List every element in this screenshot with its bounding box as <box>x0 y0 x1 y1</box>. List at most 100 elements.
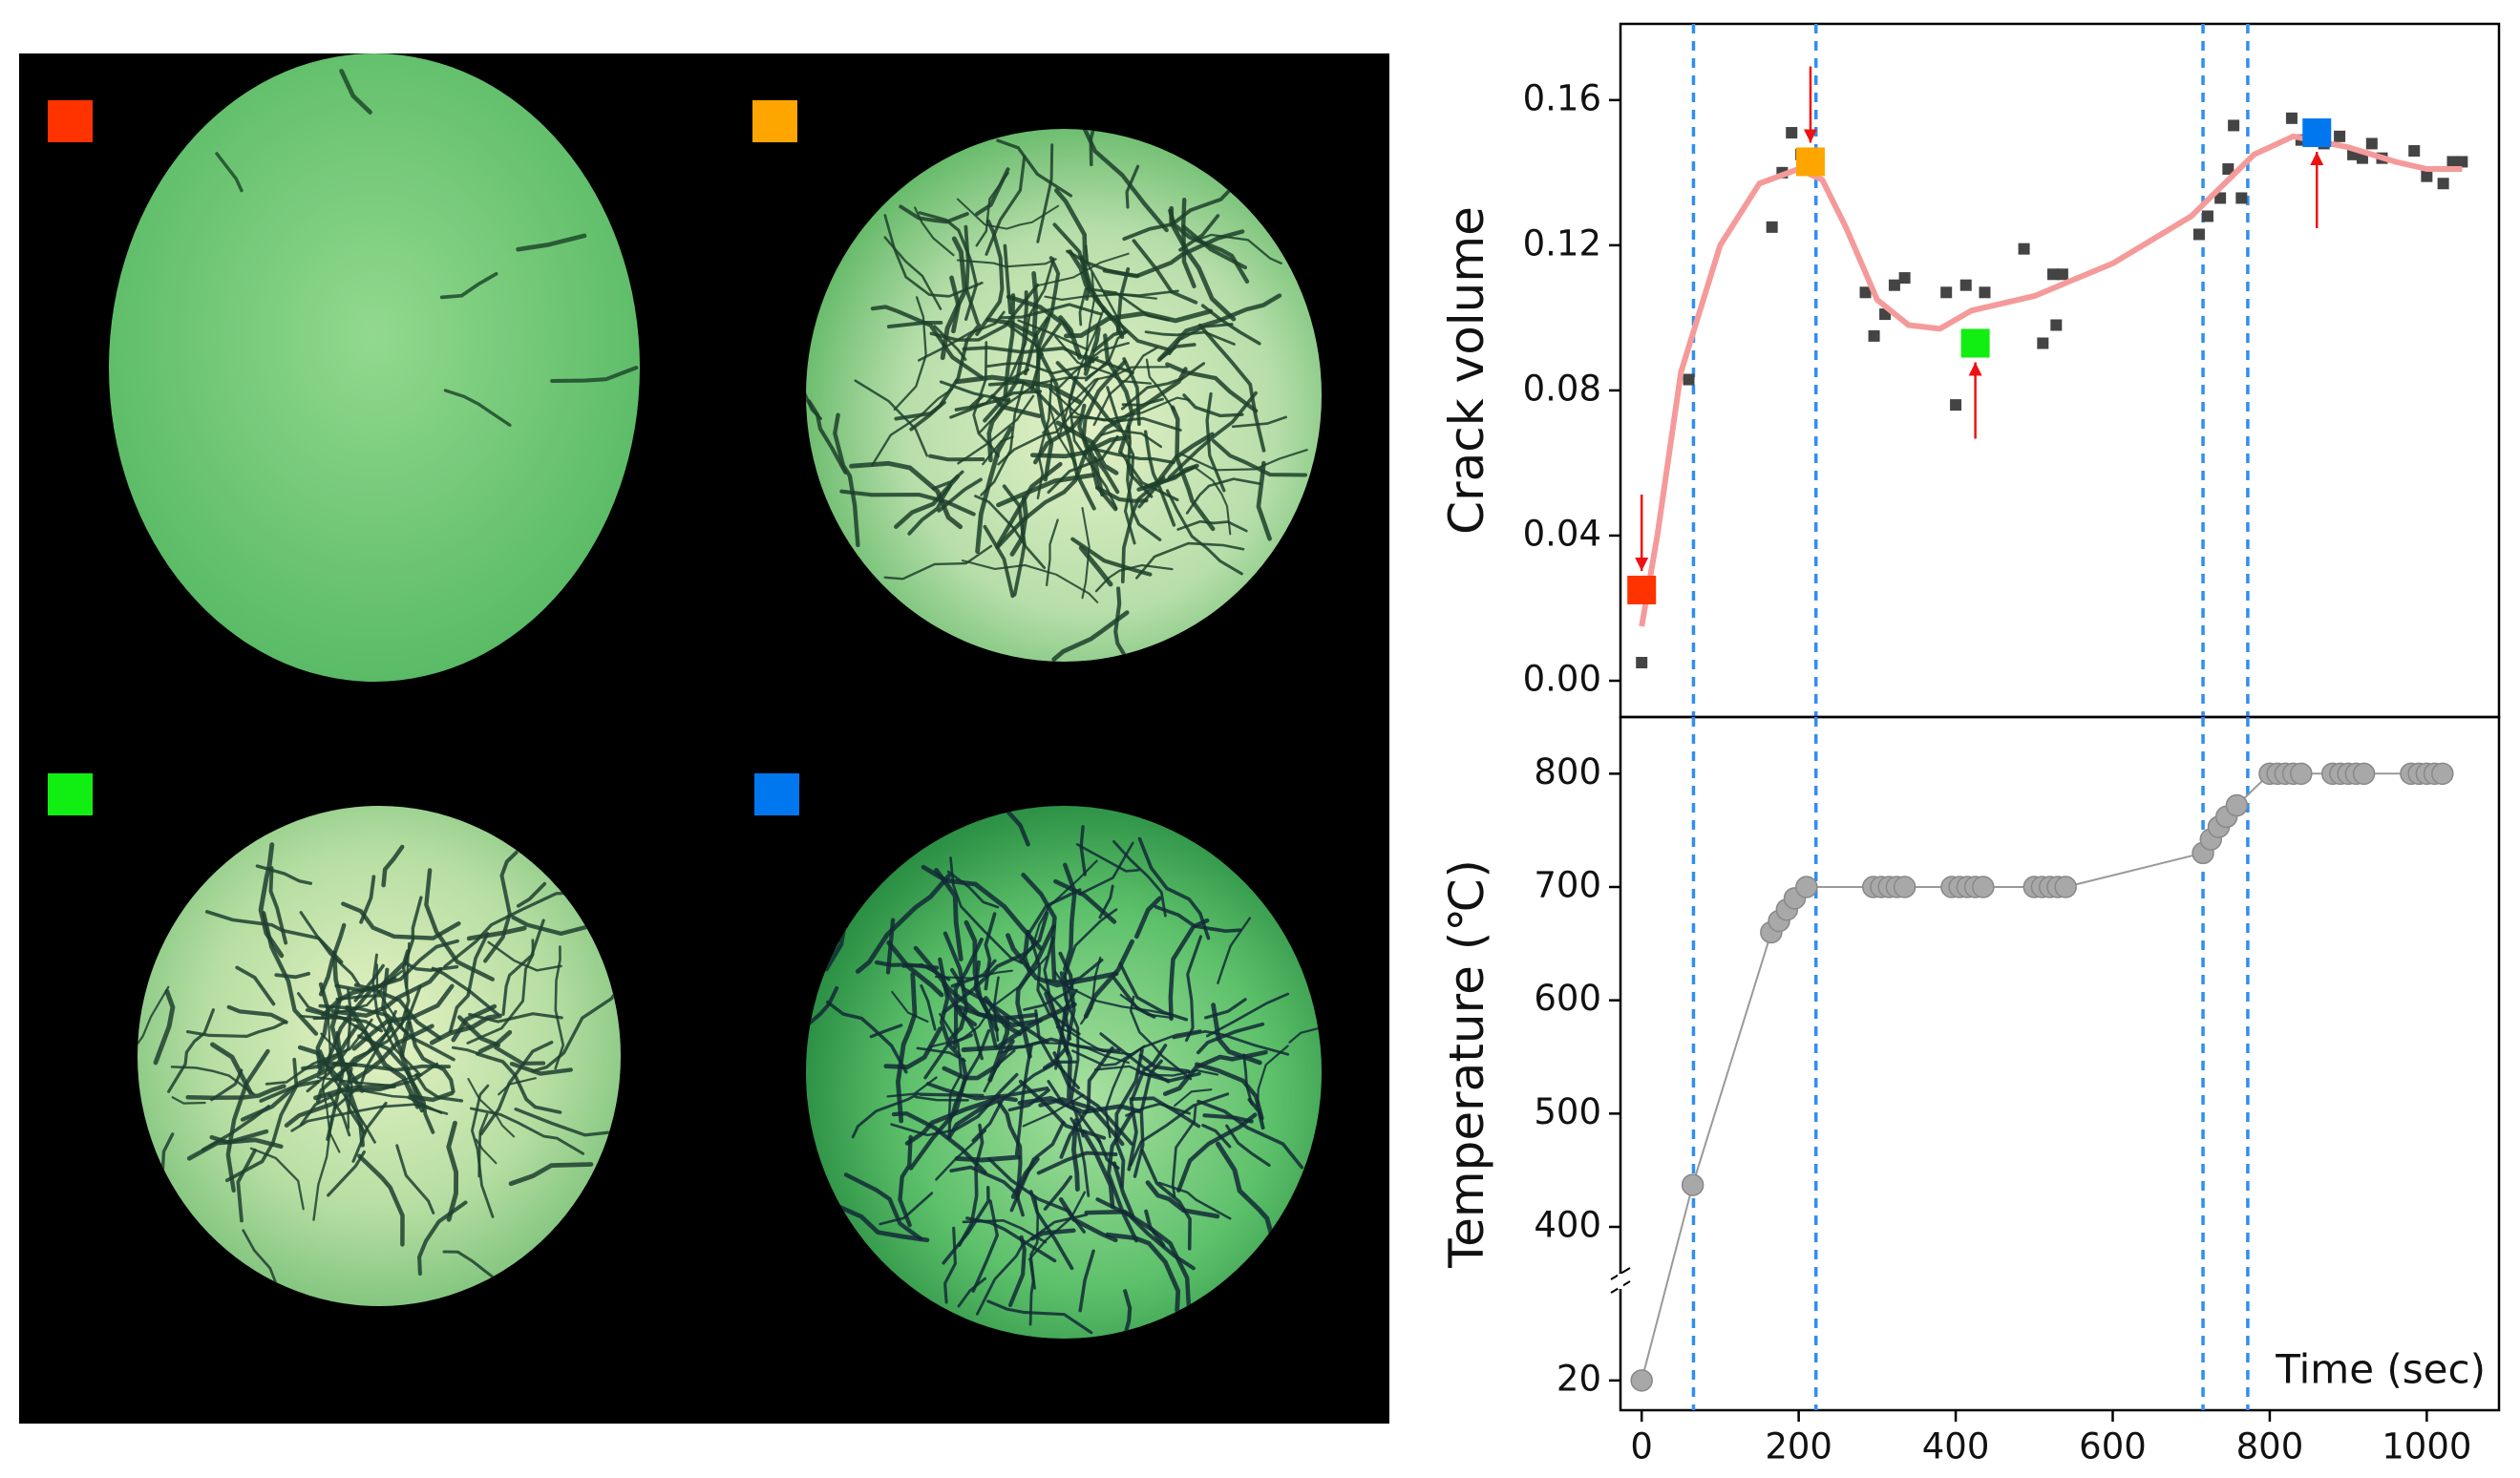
crack <box>1143 430 1176 527</box>
crack <box>1028 1190 1074 1271</box>
crack <box>1122 180 1239 242</box>
crack <box>843 1172 922 1241</box>
data-point <box>1940 286 1953 299</box>
pointer-arrowhead <box>1968 362 1982 376</box>
crack <box>1019 859 1098 963</box>
crack <box>550 366 639 384</box>
data-point <box>2235 192 2248 204</box>
crack <box>359 875 376 924</box>
crack <box>871 388 954 467</box>
crack <box>1122 1289 1133 1339</box>
crack <box>261 911 319 1036</box>
crack <box>466 939 535 1045</box>
crack <box>456 1015 501 1048</box>
crack <box>907 483 953 536</box>
crack <box>898 1134 913 1228</box>
crack <box>883 1026 942 1070</box>
crack <box>1165 362 1259 413</box>
crack <box>1075 843 1140 873</box>
data-point <box>2408 145 2421 158</box>
crack <box>1023 978 1077 1011</box>
crack <box>923 1033 973 1080</box>
crack <box>1104 1045 1146 1139</box>
crack <box>1103 289 1179 297</box>
crack <box>961 560 1099 603</box>
crack <box>1095 1197 1196 1271</box>
y-tick-label: 700 <box>1534 865 1601 906</box>
crack <box>942 1039 1015 1081</box>
crack-texture <box>215 69 639 427</box>
crack <box>1205 391 1226 493</box>
crack <box>1257 1045 1289 1108</box>
crack <box>255 864 313 885</box>
crack <box>1174 1088 1213 1107</box>
crack <box>1197 323 1266 453</box>
crack <box>395 1144 435 1214</box>
crack <box>883 544 993 581</box>
data-point <box>2018 243 2030 255</box>
panel-color-key <box>48 773 93 815</box>
crack <box>957 394 1035 465</box>
crack <box>1112 1161 1135 1219</box>
crack <box>1044 991 1073 1100</box>
crack <box>1093 1065 1219 1077</box>
data-point <box>1979 286 1991 299</box>
crack <box>1009 495 1028 557</box>
crack <box>1231 415 1287 429</box>
data-point <box>2456 156 2468 168</box>
crack <box>1048 406 1077 466</box>
crack <box>1113 586 1128 659</box>
crack <box>153 988 176 1066</box>
crack <box>1059 971 1070 1056</box>
crack <box>297 992 348 1021</box>
panel-color-key <box>48 100 93 142</box>
data-point <box>2222 163 2234 176</box>
crack <box>475 1138 498 1165</box>
crack <box>891 990 929 1024</box>
highlight-marker <box>2302 118 2332 148</box>
crack <box>469 1107 585 1155</box>
crack <box>1021 873 1057 981</box>
crack <box>1121 397 1164 407</box>
crack <box>1015 924 1056 1059</box>
crack <box>1066 249 1140 278</box>
crack <box>1018 1079 1107 1140</box>
crack <box>268 866 288 945</box>
crack <box>399 1021 425 1113</box>
crack <box>1172 1029 1290 1056</box>
crack-texture <box>138 842 621 1298</box>
crack <box>1118 961 1189 1022</box>
y-tick-label: 500 <box>1534 1091 1601 1132</box>
crack <box>949 275 962 334</box>
crack <box>807 399 848 475</box>
crack <box>996 473 1096 508</box>
crack <box>1129 995 1193 1081</box>
crack <box>1126 424 1162 541</box>
crack <box>210 1042 253 1095</box>
crack <box>1099 429 1163 449</box>
crack <box>468 1012 563 1024</box>
data-point <box>2228 119 2240 132</box>
crack <box>341 901 461 940</box>
crack <box>806 985 839 1027</box>
y-tick-label: 600 <box>1534 978 1601 1019</box>
data-point <box>1786 127 1798 139</box>
crack <box>893 296 927 412</box>
crack <box>1083 939 1134 1019</box>
highlight-marker <box>1795 147 1825 177</box>
crack <box>849 460 964 530</box>
crack <box>972 341 1000 458</box>
y-tick-label: 0.16 <box>1523 77 1601 118</box>
crack <box>886 1076 938 1098</box>
crack <box>414 1073 464 1103</box>
crack <box>947 1028 990 1139</box>
x-tick-label: 600 <box>2079 1426 2147 1467</box>
crack <box>1176 519 1248 533</box>
crack <box>487 940 562 972</box>
crack <box>316 1072 420 1087</box>
crack <box>971 1199 1000 1293</box>
crack <box>1092 347 1158 427</box>
crack <box>1115 266 1131 334</box>
crack <box>1132 239 1198 305</box>
data-point <box>2431 762 2454 786</box>
